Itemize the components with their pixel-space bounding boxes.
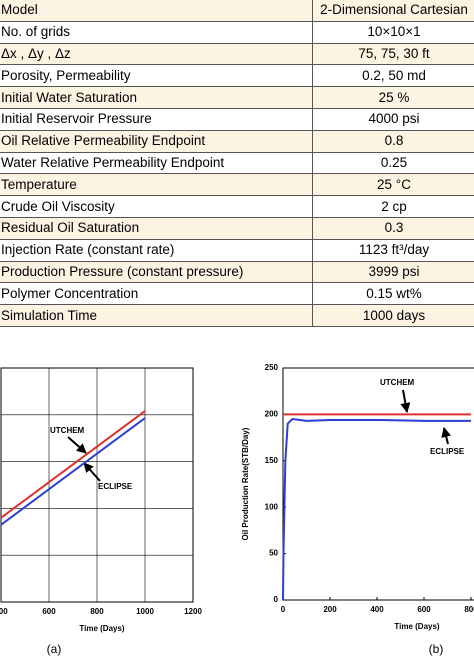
- value-cell: 0.25: [312, 152, 474, 175]
- y-tick-label: 250: [265, 363, 279, 372]
- charts: 40060080010001200UTCHEMECLIPSETime (Days…: [0, 363, 474, 656]
- arrow: [83, 462, 101, 482]
- x-tick-label: 800: [464, 605, 474, 614]
- value-cell: 75, 75, 30 ft: [312, 43, 474, 66]
- annotation: UTCHEM: [380, 378, 415, 387]
- value-cell: 1000 days: [312, 304, 474, 327]
- x-tick-label: 600: [42, 607, 56, 616]
- label-cell: Simulation Time: [0, 304, 313, 327]
- label-cell: Polymer Concentration: [0, 282, 313, 306]
- value-cell: 0.2, 50 md: [312, 64, 474, 88]
- value-cell: 3999 psi: [312, 261, 474, 284]
- value-cell: 25 %: [312, 86, 474, 109]
- table-row: Porosity, Permeability 0.2, 50 md: [0, 64, 474, 88]
- table-row: Initial Reservoir Pressure 4000 psi: [0, 108, 474, 131]
- x-tick-label: 0: [281, 605, 286, 614]
- x-tick-label: 600: [417, 605, 431, 614]
- value-cell: 10×10×1: [312, 21, 474, 44]
- annotation: ECLIPSE: [430, 447, 465, 456]
- x-axis-label: Time (Days): [394, 622, 440, 631]
- x-tick-label: 400: [0, 607, 8, 616]
- caption: (a): [47, 642, 62, 656]
- y-tick-label: 150: [265, 456, 279, 465]
- value-cell: 2 cp: [312, 195, 474, 218]
- label-cell: Crude Oil Viscosity: [0, 195, 313, 218]
- caption: (b): [429, 642, 444, 656]
- plot-frame: [282, 367, 474, 601]
- value-cell: 25 °C: [312, 173, 474, 197]
- label-cell: Porosity, Permeability: [0, 64, 313, 88]
- table-row: Production Pressure (constant pressure) 3…: [0, 261, 474, 284]
- series-line: [0, 417, 146, 526]
- table-row: Simulation Time 1000 days: [0, 304, 474, 327]
- arrow: [441, 427, 452, 445]
- value-cell: 1123 ft³/day: [312, 239, 474, 262]
- y-axis-label: Oil Production Rate(STB/Day): [241, 427, 250, 540]
- arrow: [67, 436, 87, 454]
- value-cell: 0.8: [312, 130, 474, 153]
- table-row: Crude Oil Viscosity 2 cp: [0, 195, 474, 218]
- y-tick-label: 100: [265, 502, 279, 511]
- value-cell: 0.3: [312, 217, 474, 240]
- table-row: Oil Relative Permeability Endpoint 0.8: [0, 130, 474, 153]
- label-cell: Production Pressure (constant pressure): [0, 261, 313, 284]
- value-cell: 2-Dimensional Cartesian: [312, 0, 474, 22]
- x-tick-label: 1200: [184, 607, 202, 616]
- label-cell: Injection Rate (constant rate): [0, 239, 313, 262]
- label-cell: Residual Oil Saturation: [0, 217, 313, 240]
- x-tick-label: 800: [90, 607, 104, 616]
- y-tick-label: 200: [265, 410, 279, 419]
- label-cell: Water Relative Permeability Endpoint: [0, 152, 313, 175]
- y-tick-label: 50: [269, 549, 278, 558]
- table-row: Temperature 25 °C: [0, 173, 474, 197]
- label-cell: Temperature: [0, 173, 313, 197]
- label-cell: Model: [0, 0, 313, 22]
- value-cell: 4000 psi: [312, 108, 474, 131]
- table-row: Polymer Concentration 0.15 wt%: [0, 282, 474, 306]
- x-tick-label: 1000: [136, 607, 154, 616]
- series-line: [282, 417, 471, 601]
- table-row: Injection Rate (constant rate) 1123 ft³/d…: [0, 239, 474, 262]
- x-tick-label: 200: [323, 605, 337, 614]
- label-cell: Initial Reservoir Pressure: [0, 108, 313, 131]
- label-cell: Initial Water Saturation: [0, 86, 313, 109]
- y-tick-label: 0: [274, 595, 279, 604]
- annotation: UTCHEM: [50, 426, 85, 435]
- arrow: [400, 389, 411, 413]
- label-cell: Oil Relative Permeability Endpoint: [0, 130, 313, 153]
- x-axis-label: Time (Days): [79, 624, 125, 633]
- value-cell: 0.15 wt%: [312, 282, 474, 306]
- label-cell: No. of grids: [0, 21, 313, 44]
- table-row: Δx , Δy , Δz 75, 75, 30 ft: [0, 43, 474, 66]
- parameter-table: Model 2-Dimensional Cartesian No. of grids…: [0, 0, 474, 327]
- annotation: ECLIPSE: [98, 482, 133, 491]
- table-row: Residual Oil Saturation 0.3: [0, 217, 474, 240]
- x-tick-label: 400: [370, 605, 384, 614]
- table-row: Model 2-Dimensional Cartesian: [0, 0, 474, 22]
- table-row: No. of grids 10×10×1: [0, 21, 474, 44]
- label-cell: Δx , Δy , Δz: [0, 43, 313, 66]
- table-row: Initial Water Saturation 25 %: [0, 86, 474, 109]
- table-row: Water Relative Permeability Endpoint 0.25: [0, 152, 474, 175]
- series-line: [0, 410, 146, 519]
